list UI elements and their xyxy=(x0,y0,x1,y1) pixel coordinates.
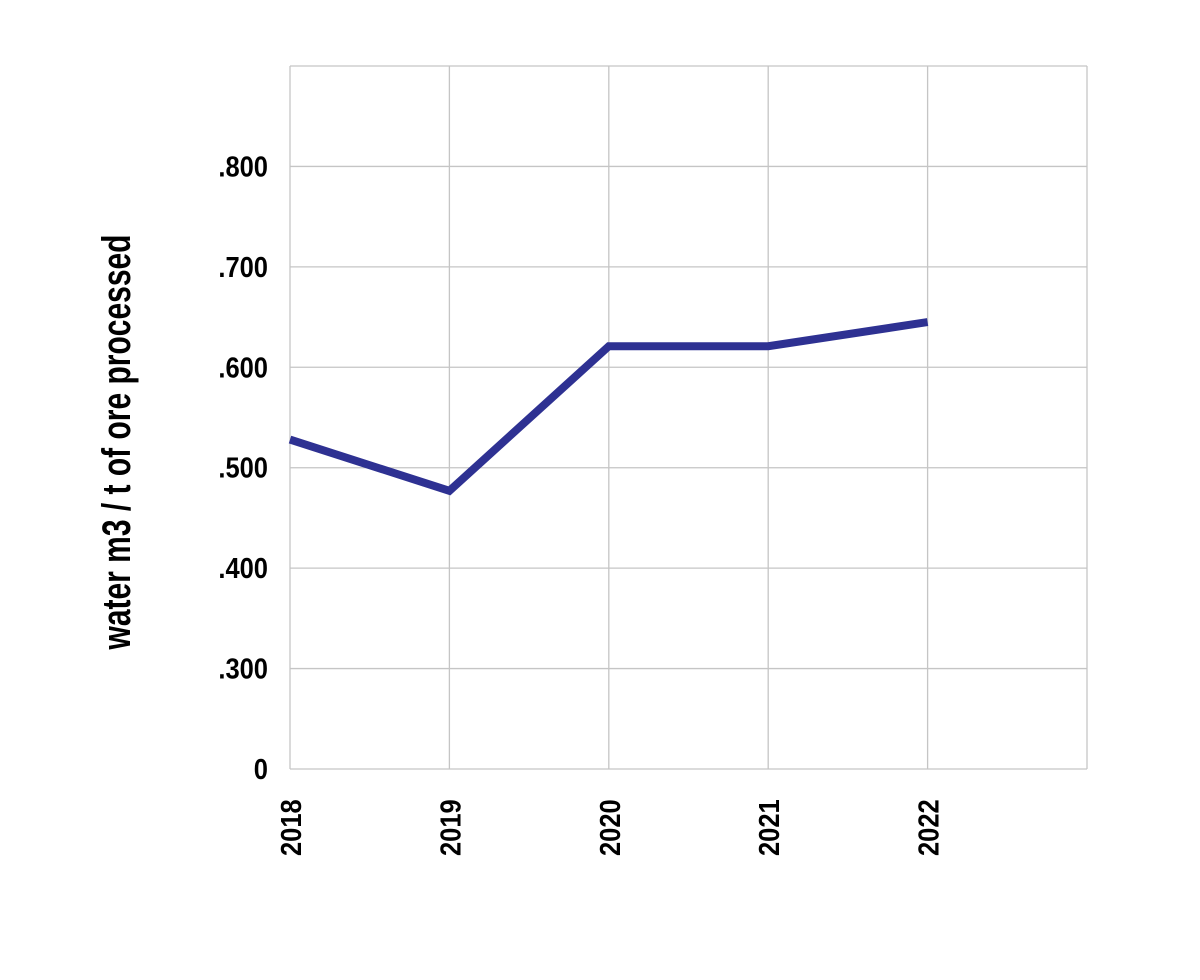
y-tick-label: .700 xyxy=(218,250,268,283)
y-tick-label: .600 xyxy=(218,351,268,384)
x-tick-label: 2022 xyxy=(912,799,945,856)
y-tick-labels: .800 .700 .600 .500 .400 .300 0 xyxy=(218,150,268,785)
x-tick-label: 2021 xyxy=(753,799,786,856)
y-tick-label: .400 xyxy=(218,552,268,585)
data-line-series xyxy=(288,318,929,496)
x-tick-labels: 2018 2019 2020 2021 2022 xyxy=(274,799,945,856)
gridlines xyxy=(289,65,1088,770)
x-tick-label: 2019 xyxy=(434,799,467,856)
x-tick-label: 2020 xyxy=(593,799,626,856)
x-tick-label: 2018 xyxy=(274,799,307,856)
y-tick-label: .500 xyxy=(218,451,268,484)
y-tick-label: 0 xyxy=(254,752,268,785)
y-axis-title: water m3 / t of ore processed xyxy=(95,234,139,650)
y-tick-label: .800 xyxy=(218,150,268,183)
y-tick-label: .300 xyxy=(218,652,268,685)
